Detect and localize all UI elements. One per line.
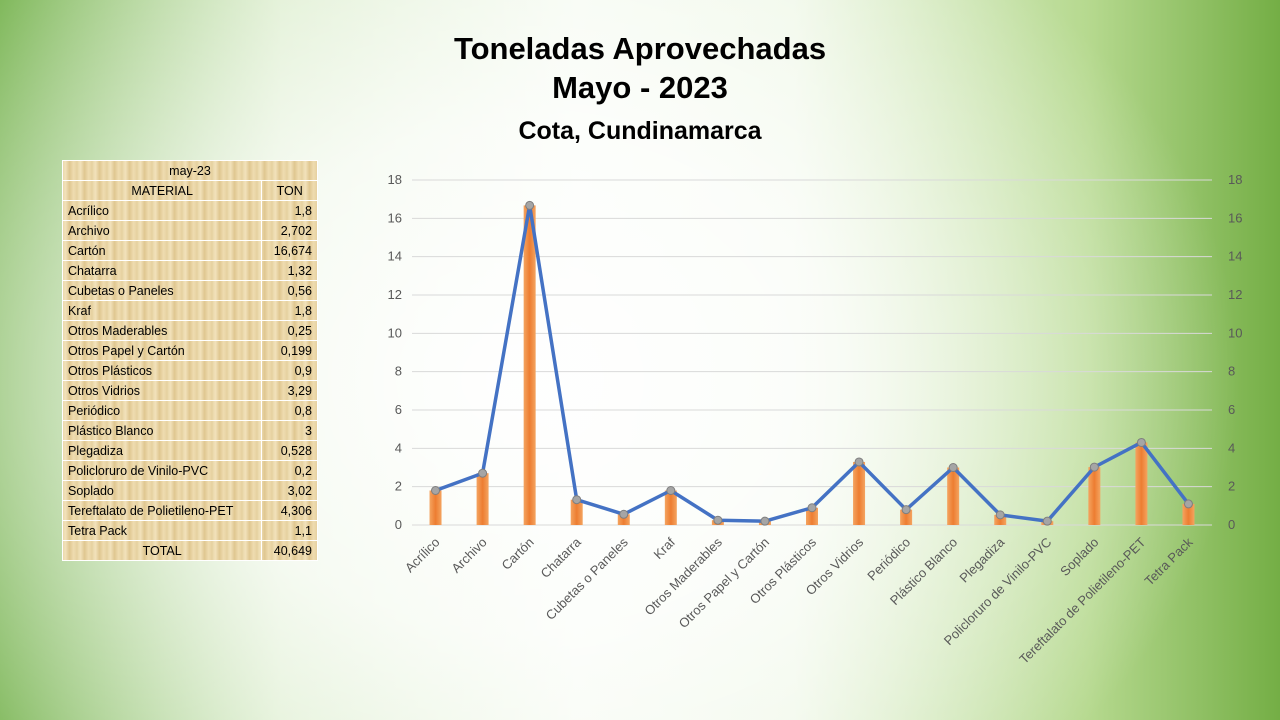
table-total-row: TOTAL 40,649 [61, 540, 318, 561]
x-tick-label: Otros Papel y Cartón [676, 535, 772, 631]
y-tick-label-left: 8 [395, 364, 402, 379]
column-header-ton: TON [261, 180, 318, 201]
bar [853, 461, 866, 525]
x-tick-label: Acrílico [402, 535, 443, 576]
y-tick-label-left: 6 [395, 402, 402, 417]
table-row: Soplado 3,02 [61, 480, 318, 501]
y-tick-label-left: 12 [388, 287, 402, 302]
y-tick-label-right: 2 [1228, 479, 1235, 494]
title-line-2: Mayo - 2023 [552, 70, 728, 105]
line-point [666, 486, 676, 495]
line-point [713, 515, 723, 525]
total-label: TOTAL [61, 540, 263, 561]
bar [523, 205, 536, 526]
y-tick-label-left: 14 [388, 249, 402, 264]
x-tick-label: Tetra Pack [1142, 534, 1196, 588]
y-tick-label-left: 16 [388, 210, 402, 225]
table-row: Cartón 16,674 [61, 240, 318, 261]
line-point [901, 505, 911, 515]
line-point [478, 468, 488, 478]
table-row: Tereftalato de Polietileno-PET 4,306 [61, 500, 318, 521]
y-tick-label-right: 18 [1228, 172, 1242, 187]
x-tick-label: Chatarra [537, 534, 584, 581]
bar [994, 514, 1007, 525]
y-tick-label-right: 14 [1228, 249, 1242, 264]
title-line-1: Toneladas Aprovechadas [453, 31, 827, 66]
y-tick-label-left: 4 [395, 440, 402, 455]
bar [900, 509, 913, 525]
line-point [948, 463, 958, 472]
y-tick-label-right: 10 [1228, 325, 1242, 340]
table-row: Chatarra 1,32 [61, 260, 318, 281]
y-tick-label-right: 0 [1228, 517, 1235, 532]
bar [617, 514, 630, 525]
line-point [807, 503, 817, 513]
bar [1135, 442, 1148, 525]
table-row: Otros Plásticos 0,9 [61, 360, 318, 381]
ton-cell: 3,29 [261, 380, 318, 401]
bar [1182, 503, 1195, 525]
table-row: Acrílico 1,8 [61, 200, 318, 221]
line-point [525, 200, 535, 210]
total-value: 40,649 [261, 540, 318, 561]
material-cell: Policloruro de Vinilo-PVC [61, 460, 263, 481]
title-line-3: Cota, Cundinamarca [518, 117, 762, 145]
y-tick-label-left: 0 [395, 517, 402, 532]
bar [947, 467, 960, 525]
line-point [1136, 437, 1146, 447]
bar [570, 499, 583, 525]
line-point [1089, 462, 1099, 472]
material-cell: Tetra Pack [61, 520, 263, 541]
line-point [995, 510, 1005, 520]
y-tick-label-left: 2 [395, 479, 402, 494]
x-tick-label: Kraf [650, 534, 678, 562]
x-tick-label: Archivo [448, 535, 489, 576]
ton-cell: 1,1 [261, 520, 318, 541]
line-point [572, 495, 582, 505]
material-cell: Archivo [61, 220, 263, 241]
x-tick-label: Cubetas o Paneles [543, 534, 632, 623]
line-point [854, 457, 864, 467]
y-tick-label-right: 6 [1228, 402, 1235, 417]
y-tick-label-right: 4 [1228, 440, 1235, 455]
bar [476, 473, 489, 525]
line-point [1183, 499, 1193, 509]
y-tick-label-left: 18 [388, 172, 402, 187]
ton-cell: 16,674 [261, 240, 318, 261]
bar [429, 490, 442, 525]
table-row: Periódico 0,8 [61, 400, 318, 421]
y-tick-label-left: 10 [388, 325, 402, 340]
line-point [760, 516, 770, 526]
y-tick-label-right: 8 [1228, 364, 1235, 379]
x-tick-label: Periódico [864, 535, 913, 584]
bar [806, 507, 818, 525]
ton-cell: 0,199 [261, 340, 318, 361]
bar [664, 490, 677, 525]
line-point [619, 509, 629, 519]
data-table: may-23 MATERIAL TON Acrílico 1,8 Archivo 2,… [61, 160, 318, 561]
line-point [431, 486, 441, 495]
table-row: Policloruro de Vinilo-PVC 0,2 [61, 460, 318, 481]
chart-title: Toneladas Aprovechadas Mayo - 2023 Cota,… [340, 30, 940, 148]
table-row: Tetra Pack 1,1 [61, 520, 318, 541]
table-row: Kraf 1,8 [61, 300, 318, 321]
bar [1088, 467, 1101, 525]
x-tick-label: Soplado [1057, 535, 1101, 579]
line-point [1042, 516, 1052, 526]
x-tick-label: Cartón [499, 535, 537, 573]
y-tick-label-right: 16 [1228, 210, 1242, 225]
series-line [434, 203, 1190, 523]
y-tick-label-right: 12 [1228, 287, 1242, 302]
